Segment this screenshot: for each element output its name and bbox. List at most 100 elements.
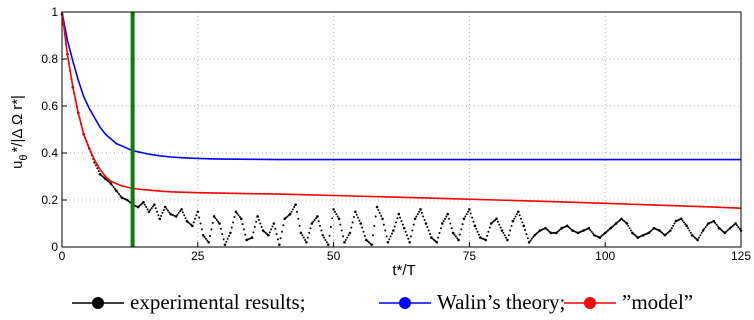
data-point xyxy=(332,208,335,211)
data-point xyxy=(297,217,300,220)
data-point xyxy=(601,234,604,237)
data-point xyxy=(419,208,422,211)
data-point xyxy=(397,212,401,216)
legend-marker xyxy=(584,297,596,309)
data-point xyxy=(681,219,684,222)
data-point xyxy=(693,236,696,239)
data-point xyxy=(738,227,741,230)
data-point xyxy=(188,222,191,225)
data-point xyxy=(498,223,501,226)
data-point xyxy=(339,223,342,226)
data-point xyxy=(506,238,509,242)
series-1-points xyxy=(60,13,743,246)
data-point xyxy=(118,193,121,196)
data-point xyxy=(229,231,232,235)
data-point xyxy=(390,232,393,235)
data-point xyxy=(242,228,245,231)
data-point xyxy=(115,189,118,192)
data-point xyxy=(239,217,243,221)
data-point xyxy=(310,222,314,225)
data-point xyxy=(380,214,383,217)
data-point xyxy=(396,217,399,220)
data-point xyxy=(336,215,339,218)
data-point xyxy=(180,208,183,211)
data-point xyxy=(634,234,637,237)
data-point xyxy=(333,210,336,213)
data-point xyxy=(610,226,613,229)
data-point xyxy=(308,231,311,234)
data-point xyxy=(105,179,108,182)
data-point xyxy=(201,233,205,237)
data-point xyxy=(187,221,190,224)
data-point xyxy=(445,215,448,218)
data-point xyxy=(359,222,363,225)
data-point xyxy=(685,224,688,228)
data-point xyxy=(684,223,687,226)
data-point xyxy=(100,174,103,177)
data-point xyxy=(116,191,119,194)
data-point xyxy=(321,233,325,237)
data-point xyxy=(97,170,100,173)
data-point xyxy=(312,220,315,223)
data-point xyxy=(203,236,206,239)
data-point xyxy=(234,210,238,214)
y-tick-label: 0.8 xyxy=(41,52,58,66)
data-point xyxy=(337,217,341,221)
data-point xyxy=(726,229,729,232)
data-point xyxy=(157,214,160,217)
data-point xyxy=(526,237,529,240)
data-point xyxy=(381,217,384,221)
data-point xyxy=(209,234,212,237)
data-point xyxy=(520,217,523,220)
legend-label: ”model” xyxy=(622,290,693,314)
y-axis-label: uθ */|Δ Ω r*| xyxy=(9,95,30,169)
data-point xyxy=(649,230,652,233)
data-point xyxy=(449,222,452,225)
data-point xyxy=(196,210,200,214)
data-point xyxy=(151,205,154,208)
data-point xyxy=(451,231,455,235)
data-point xyxy=(156,210,159,213)
data-point xyxy=(402,226,406,230)
data-point xyxy=(275,233,278,236)
data-point xyxy=(260,226,263,229)
data-point xyxy=(625,222,629,225)
data-point xyxy=(319,224,322,227)
data-point xyxy=(456,237,459,240)
data-point xyxy=(661,231,664,234)
data-point xyxy=(236,212,239,215)
data-point xyxy=(716,225,719,228)
data-point xyxy=(404,230,407,233)
data-point xyxy=(700,231,703,234)
x-axis-label: t*/T xyxy=(392,262,415,279)
legend-item-1: experimental results; xyxy=(72,290,306,314)
data-point xyxy=(670,227,673,230)
data-point xyxy=(259,222,262,225)
data-point xyxy=(714,221,717,224)
data-point xyxy=(510,224,513,227)
data-point xyxy=(385,235,388,238)
data-point xyxy=(382,223,385,226)
x-tick-label: 100 xyxy=(595,249,615,263)
data-point xyxy=(547,229,550,232)
data-point xyxy=(271,225,274,228)
legend-item-3: ”model” xyxy=(564,290,693,314)
data-point xyxy=(679,217,683,221)
data-point xyxy=(250,236,254,239)
data-point xyxy=(373,224,376,227)
data-point xyxy=(335,213,338,216)
data-point xyxy=(431,237,434,240)
legend-marker xyxy=(92,297,104,309)
data-point xyxy=(516,210,520,214)
data-point xyxy=(230,226,233,229)
data-point xyxy=(400,220,403,223)
data-point xyxy=(214,217,217,220)
data-point xyxy=(527,241,531,244)
data-point xyxy=(558,229,561,232)
data-point xyxy=(346,236,349,239)
data-point xyxy=(280,230,283,233)
data-point xyxy=(730,226,733,229)
data-point xyxy=(198,216,201,219)
data-point xyxy=(340,229,343,232)
